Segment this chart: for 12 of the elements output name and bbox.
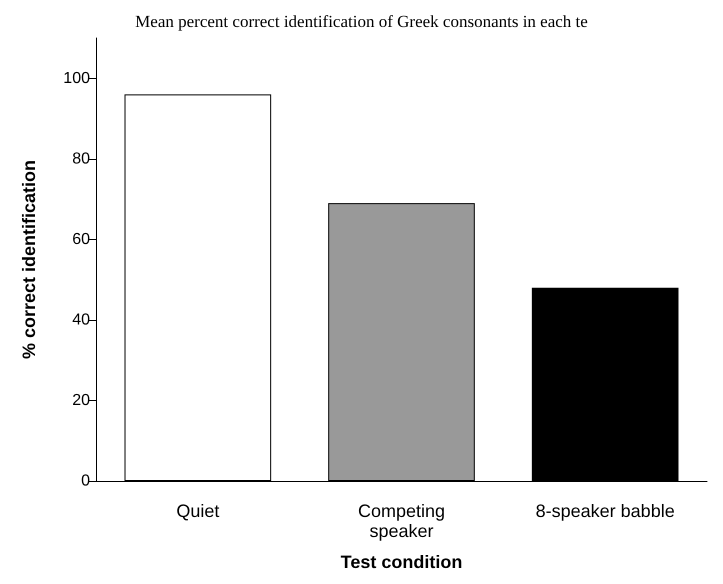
y-tick-label: 20: [72, 392, 90, 409]
x-axis-title: Test condition: [340, 552, 462, 572]
y-axis-title: % correct identification: [19, 160, 39, 360]
x-tick-label: 8-speaker babble: [536, 501, 675, 521]
y-tick-label: 40: [72, 311, 90, 328]
x-tick-label: Quiet: [176, 501, 220, 521]
y-tick-label: 80: [72, 150, 90, 168]
y-tick-label: 0: [81, 472, 90, 490]
chart-title: Mean percent correct identification of Greek consonants in each te: [135, 12, 588, 31]
y-tick-label: 100: [63, 70, 90, 87]
x-tick-label: Competing speaker: [358, 501, 446, 541]
y-tick-label: 60: [72, 230, 90, 248]
